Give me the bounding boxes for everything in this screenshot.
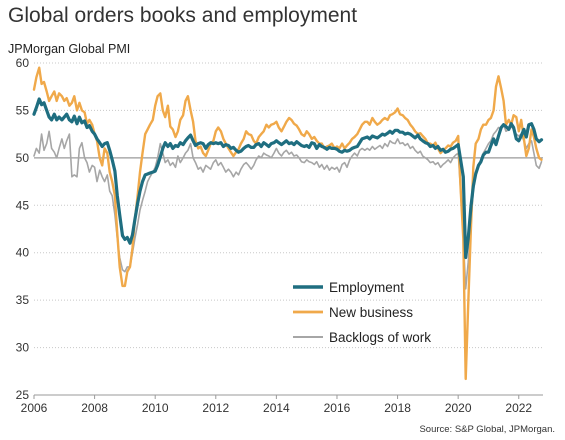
x-tick-label: 2022	[505, 401, 532, 415]
y-tick-label: 40	[16, 246, 30, 260]
series-line-new-business	[32, 66, 543, 381]
legend-label-new-business: New business	[329, 305, 413, 320]
y-tick-label: 25	[16, 388, 30, 402]
y-tick-label: 55	[16, 103, 30, 117]
y-tick-label: 35	[16, 293, 30, 307]
x-tick-label: 2010	[142, 401, 169, 415]
x-tick-label: 2012	[202, 401, 229, 415]
chart-subtitle: JPMorgan Global PMI	[8, 42, 131, 56]
x-tick-label: 2016	[324, 401, 351, 415]
legend-label-backlogs-of-work: Backlogs of work	[329, 330, 431, 345]
y-tick-label: 60	[16, 56, 30, 70]
x-tick-label: 2008	[81, 401, 108, 415]
y-tick-label: 30	[16, 341, 30, 355]
x-tick-label: 2020	[445, 401, 472, 415]
x-tick-label: 2014	[263, 401, 290, 415]
chart-title: Global orders books and employment	[8, 4, 358, 27]
source-note: Source: S&P Global, JPMorgan.	[419, 424, 555, 435]
y-tick-label: 50	[16, 151, 30, 165]
y-tick-label: 45	[16, 198, 30, 212]
x-tick-label: 2018	[384, 401, 411, 415]
series-line-employment	[32, 97, 544, 260]
legend-label-employment: Employment	[329, 280, 404, 295]
x-tick-label: 2006	[21, 401, 48, 415]
